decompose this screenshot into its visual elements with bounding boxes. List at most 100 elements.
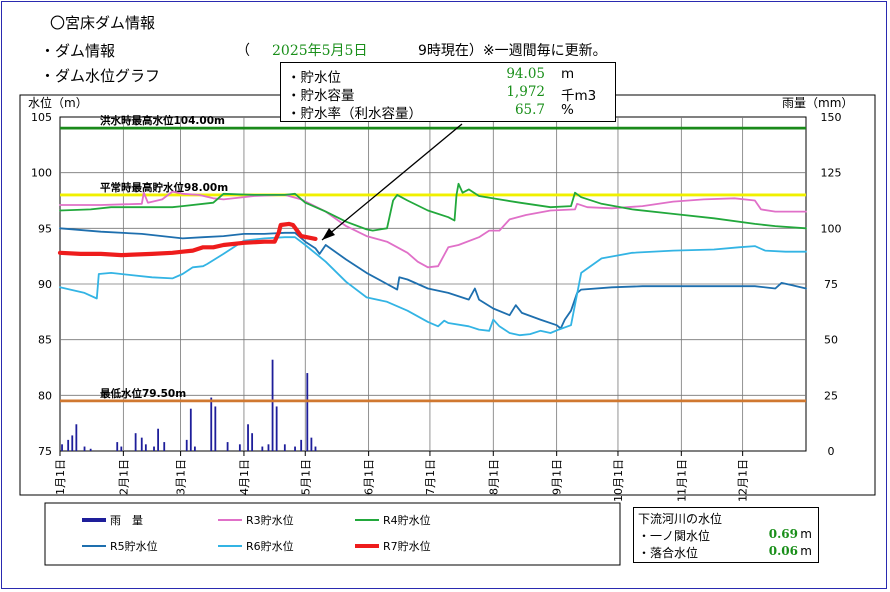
rain-bars — [61, 359, 317, 451]
y-tick-label: 85 — [38, 334, 52, 347]
info-row-level: ・貯水位 94.05 m — [287, 66, 609, 86]
downstream-value: 0.06 — [768, 544, 798, 558]
paren-open: （ — [236, 43, 250, 59]
rain-bar — [271, 359, 274, 451]
legend-label: R3貯水位 — [246, 513, 294, 527]
rain-bar — [238, 444, 241, 451]
downstream-unit: m — [800, 544, 812, 558]
pointer-arrow — [321, 123, 463, 241]
rain-bar — [83, 446, 86, 451]
series-lines — [57, 182, 807, 337]
rain-bar — [251, 433, 254, 451]
y-tick-label: 105 — [31, 111, 52, 124]
rain-bar — [71, 435, 74, 451]
series-line-r6 — [59, 236, 807, 337]
rain-bar — [140, 437, 143, 451]
rain-bar — [61, 444, 63, 451]
info-value: 94.05 — [506, 66, 545, 82]
reference-line-label: 洪水時最高水位104.00m — [100, 114, 225, 127]
y2-tick-label: 100 — [821, 222, 842, 235]
y-tick-label: 90 — [38, 278, 52, 291]
rain-bar — [310, 437, 313, 451]
series-line-r7 — [57, 221, 318, 258]
y-tick-label: 80 — [38, 389, 52, 402]
rain-bar — [116, 442, 119, 451]
tick-labels: 75 80 85 90 95 100 105 0 25 50 75 100 125 150 1月1日 2月1日… — [31, 111, 842, 502]
rain-bar — [134, 433, 137, 451]
x-tick-label: 11月1日 — [675, 459, 688, 502]
arrow-head — [322, 228, 335, 240]
series-line-r5 — [59, 227, 807, 330]
rain-bar — [247, 424, 249, 451]
rain-bar — [226, 442, 229, 451]
downstream-row: ・落合水位 0.06 m — [638, 544, 814, 561]
y-axis-title: 水位（m） — [28, 95, 88, 110]
graph-label: ・ダム水位グラフ — [40, 67, 161, 85]
y2-axis-title: 雨量（mm） — [782, 96, 853, 110]
info-label: ・貯水率（利水容量） — [287, 106, 422, 122]
rain-bar — [283, 444, 286, 451]
update-date: 2025年5月5日 — [272, 43, 368, 59]
info-row-rate: ・貯水率（利水容量） 65.7 % — [287, 102, 609, 122]
rain-bar — [163, 442, 166, 451]
x-tick-label: 3月1日 — [175, 459, 188, 495]
x-tick-label: 5月1日 — [299, 459, 312, 495]
rain-bar — [214, 406, 217, 451]
rain-bar — [153, 446, 155, 451]
x-tick-label: 9月1日 — [551, 459, 564, 495]
info-unit: 千m3 — [561, 88, 597, 104]
rain-bar — [189, 408, 192, 451]
legend-label: R4貯水位 — [383, 513, 431, 527]
y2-tick-label: 50 — [824, 334, 838, 347]
rain-bar — [144, 444, 147, 451]
rain-bar — [185, 439, 188, 451]
legend-label: 雨 量 — [110, 514, 143, 527]
y-tick-label: 95 — [38, 222, 52, 235]
series-line-r3 — [59, 190, 807, 269]
y-tick-label: 100 — [31, 167, 52, 180]
series-line-r4 — [59, 182, 807, 232]
rain-bar — [210, 397, 213, 451]
downstream-label: ・落合水位 — [638, 546, 699, 560]
update-time: 9時現在）※一週間毎に更新。 — [418, 43, 607, 59]
rain-bar — [314, 446, 317, 451]
reference-line-label: 平常時最高貯水位98.00m — [100, 181, 228, 194]
downstream-value: 0.69 — [768, 527, 798, 541]
info-unit: m — [561, 66, 575, 82]
x-tick-label: 1月1日 — [54, 459, 67, 495]
x-tick-label: 6月1日 — [363, 459, 376, 495]
downstream-unit: m — [800, 527, 812, 541]
downstream-label: ・一ノ関水位 — [638, 529, 711, 543]
info-value: 65.7 — [514, 102, 545, 118]
rain-bar — [89, 448, 92, 451]
rain-bar — [300, 439, 303, 451]
rain-bar — [275, 406, 278, 451]
info-label: ・貯水位 — [287, 70, 341, 86]
legend: 雨 量 R3貯水位 R4貯水位 R5貯水位 R6貯水位 R7貯水位 — [82, 513, 431, 553]
legend-label: R6貯水位 — [246, 539, 294, 553]
reference-lines: 洪水時最高水位104.00m 平常時最高貯水位98.00m 最低水位79.50m — [60, 114, 806, 403]
storage-info-box: ・貯水位 94.05 m ・貯水容量 1,972 千m3 ・貯水率（利水容量） … — [280, 62, 616, 122]
legend-label: R5貯水位 — [110, 539, 158, 553]
info-unit: % — [561, 102, 574, 118]
plot-frame — [19, 94, 876, 496]
rain-bar — [294, 446, 296, 451]
x-tick-label: 7月1日 — [424, 459, 437, 495]
legend-box — [44, 502, 621, 566]
y2-tick-label: 25 — [824, 389, 838, 402]
rain-bar — [120, 446, 123, 451]
page-title: 〇宮床ダム情報 — [50, 14, 156, 32]
y-tick-label: 75 — [38, 445, 52, 458]
grid — [59, 116, 807, 456]
rain-bar — [267, 444, 270, 451]
info-row-volume: ・貯水容量 1,972 千m3 — [287, 84, 609, 104]
rain-bar — [306, 373, 309, 451]
y2-tick-label: 150 — [821, 111, 842, 124]
x-tick-label: 2月1日 — [117, 459, 130, 495]
x-tick-label: 10月1日 — [612, 459, 625, 502]
reference-line-label: 最低水位79.50m — [100, 387, 186, 400]
y2-tick-label: 125 — [821, 167, 842, 180]
info-value: 1,972 — [506, 84, 545, 100]
